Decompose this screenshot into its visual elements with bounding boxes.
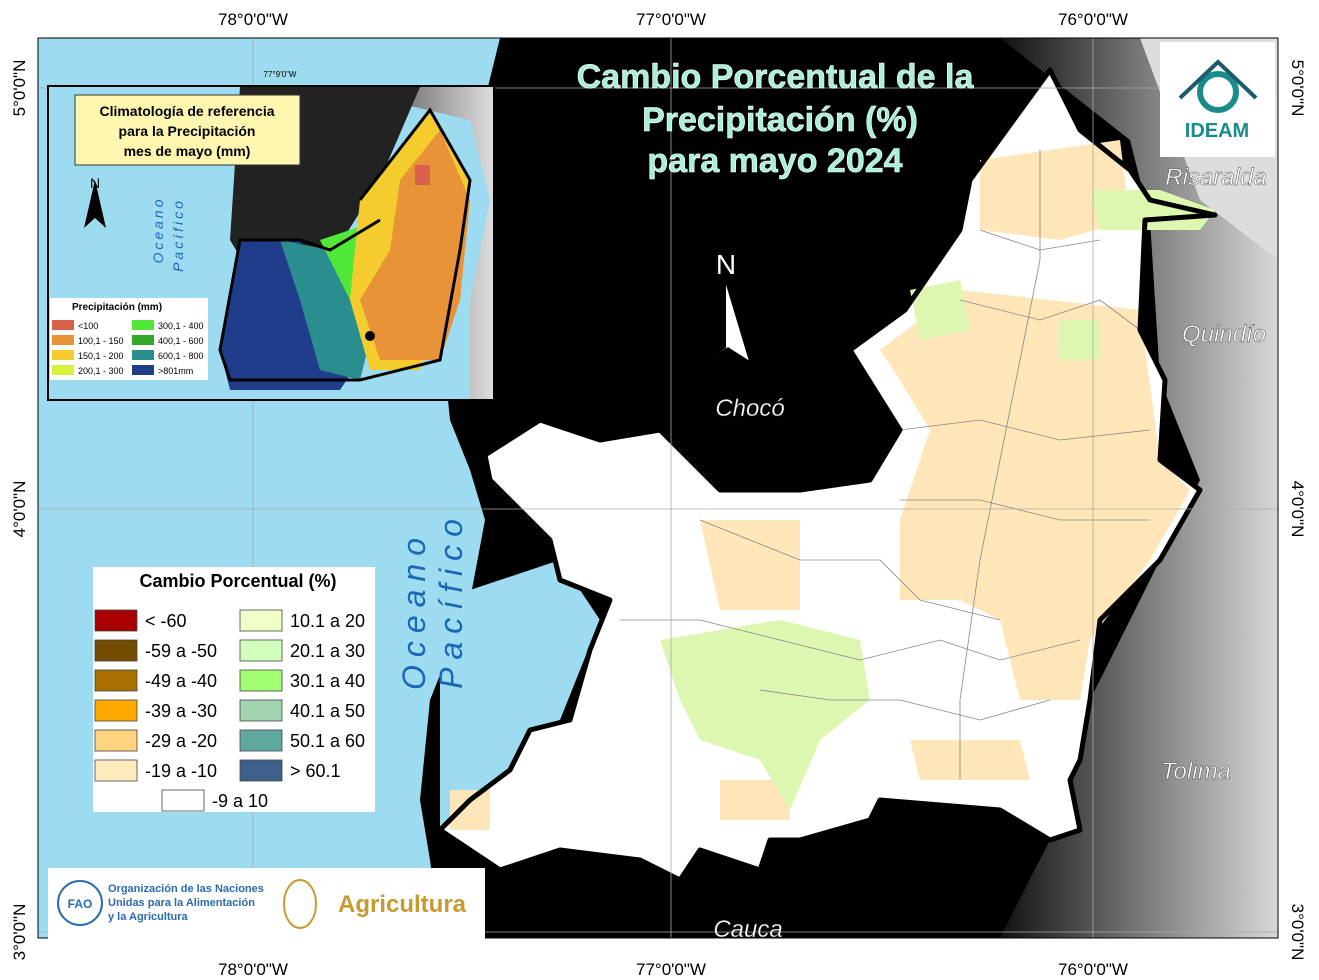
longitude-label: 76°0'0"W [1058,960,1128,979]
map-title: Cambio Porcentual de la [577,58,975,96]
inset-legend-swatch [132,350,154,360]
legend-label: -49 a -40 [145,671,217,691]
inset-legend-swatch [52,320,74,330]
inset-legend-swatch [52,365,74,375]
inset-legend-swatch [52,350,74,360]
fao-name: Organización de las Naciones [108,883,264,895]
inset-legend-swatch [132,335,154,345]
inset-legend-label: 150,1 - 200 [78,351,124,361]
inset-title: Climatología de referencia [99,103,274,119]
inset-legend-swatch [132,365,154,375]
longitude-label: 78°0'0"W [218,10,288,29]
legend-label: -19 a -10 [145,761,217,781]
ocean-label: Pacífico [433,511,469,689]
inset-legend-label: 100,1 - 150 [78,336,124,346]
legend-label: 20.1 a 30 [290,641,365,661]
map-page: 78°0'0"W 78°0'0"W 77°0'0"W 77°0'0"W 76°0'0"W… [0,0,1319,980]
legend-swatch [95,640,137,661]
legend-label: 10.1 a 20 [290,611,365,631]
map-title: Precipitación (%) [642,101,918,139]
legend-label: > 60.1 [290,761,341,781]
legend-swatch [240,760,282,781]
inset-title: para la Precipitación [119,123,256,139]
legend-label: 40.1 a 50 [290,701,365,721]
legend-label: -59 a -50 [145,641,217,661]
place-label: Cauca [713,916,782,943]
latitude-label: 3°0'0"N [1288,904,1307,961]
longitude-label: 77°0'0"W [636,10,706,29]
inset-title: mes de mayo (mm) [124,143,251,159]
longitude-label: 77°0'0"W [636,960,706,979]
inset-legend-title: Precipitación (mm) [72,302,162,313]
inset-legend-label: 200,1 - 300 [78,366,124,376]
fao-logo-text: FAO [68,897,93,911]
legend-label: 50.1 a 60 [290,731,365,751]
place-label: Chocó [715,395,784,422]
latitude-label: 4°0'0"N [10,481,29,538]
inset-legend-label: <100 [78,321,98,331]
longitude-label: 76°0'0"W [1058,10,1128,29]
latitude-label: 4°0'0"N [1288,481,1307,538]
ideam-logo-text: IDEAM [1185,120,1249,142]
fao-name: y la Agricultura [108,911,189,923]
map-title: para mayo 2024 [647,142,902,180]
ocean-label: Oceano [396,530,432,690]
inset-legend-label: >801mm [158,366,193,376]
legend-swatch [240,640,282,661]
inset-latitude-label: 4°47'0"N [503,124,512,155]
place-label: Quindío [1182,321,1266,348]
legend-swatch [240,670,282,691]
legend-title: Cambio Porcentual (%) [139,571,336,591]
legend-swatch [240,610,282,631]
longitude-label: 78°0'0"W [218,960,288,979]
legend-label: -39 a -30 [145,701,217,721]
legend-swatch [162,790,204,811]
inset-legend-label: 300,1 - 400 [158,321,204,331]
place-label: Risaralda [1165,164,1266,191]
legend-label: -29 a -20 [145,731,217,751]
legend-label: 30.1 a 40 [290,671,365,691]
legend-label: -9 a 10 [212,791,268,811]
north-label: N [716,249,736,280]
legend-swatch [240,730,282,751]
inset-legend-label: 400,1 - 600 [158,336,204,346]
place-label: Tolima [1161,758,1231,785]
inset-legend-swatch [52,335,74,345]
inset-legend-swatch [132,320,154,330]
inset-north: N [90,175,100,191]
ministry-logo-text: Agricultura [338,891,467,918]
legend-swatch [95,610,137,631]
inset-longitude-label: 77°9'0"W [264,70,297,79]
legend-swatch [95,700,137,721]
inset-ocean-label: Pacífico [170,198,186,272]
latitude-label: 5°0'0"N [1288,60,1307,117]
legend-swatch [95,670,137,691]
legend-swatch [240,700,282,721]
latitude-label: 3°0'0"N [10,904,29,961]
legend-label: < -60 [145,611,187,631]
inset-legend-label: 600,1 - 800 [158,351,204,361]
latitude-label: 5°0'0"N [10,60,29,117]
inset-ocean-label: Oceano [150,196,166,263]
fao-name: Unidas para la Alimentación [108,897,255,909]
legend-swatch [95,730,137,751]
legend-swatch [95,760,137,781]
